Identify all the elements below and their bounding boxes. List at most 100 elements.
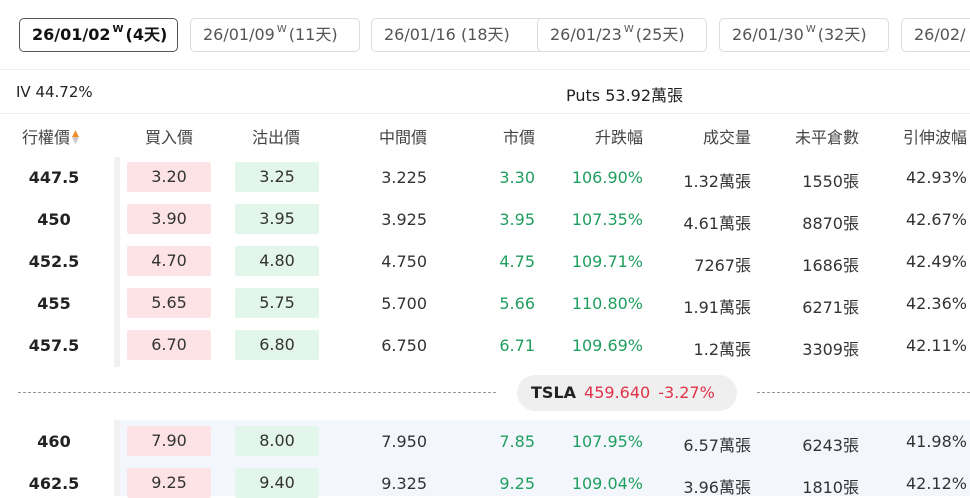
cell-open-interest: 6271張 xyxy=(802,298,859,317)
cell-bid[interactable]: 4.70 xyxy=(127,246,211,276)
cell-market: 6.71 xyxy=(499,336,535,355)
cell-ask[interactable]: 5.75 xyxy=(235,288,319,318)
column-strike-label: 行權價 xyxy=(22,128,71,147)
underlying-divider-right xyxy=(757,392,970,393)
cell-implied-vol: 42.93% xyxy=(905,168,967,187)
cell-implied-vol: 42.11% xyxy=(905,336,967,355)
cell-mid: 3.225 xyxy=(381,168,427,187)
expiry-tab-1[interactable]: 26/01/09 W (11天) xyxy=(190,18,360,52)
cell-strike: 460 xyxy=(37,432,71,451)
cell-mid: 5.700 xyxy=(381,294,427,313)
cell-strike: 462.5 xyxy=(28,474,80,493)
cell-bid[interactable]: 3.90 xyxy=(127,204,211,234)
column-header-ask: 沽出價 xyxy=(252,128,301,147)
cell-mid: 4.750 xyxy=(381,252,427,271)
expiry-tab-date: 26/02/ xyxy=(914,25,966,44)
cell-market: 9.25 xyxy=(499,474,535,493)
cell-change: 109.04% xyxy=(571,474,643,493)
strike-divider-bar xyxy=(114,420,120,496)
cell-change: 107.35% xyxy=(571,210,643,229)
expiry-tab-days: (11天) xyxy=(288,25,338,44)
cell-ask[interactable]: 4.80 xyxy=(235,246,319,276)
weekly-mark: W xyxy=(805,24,816,35)
summary-divider xyxy=(0,113,970,114)
expiry-tab-date: 26/01/23 xyxy=(550,25,622,44)
strike-divider-bar xyxy=(114,157,120,367)
expiry-tab-days: (32天) xyxy=(817,25,867,44)
cell-bid[interactable]: 6.70 xyxy=(127,330,211,360)
cell-bid[interactable]: 3.20 xyxy=(127,162,211,192)
cell-volume: 1.32萬張 xyxy=(683,172,751,191)
expiry-tab-date: 26/01/09 xyxy=(203,25,275,44)
expiry-tab-5[interactable]: 26/02/ xyxy=(901,18,970,52)
summary-puts: Puts 53.92萬張 xyxy=(566,86,684,105)
cell-ask[interactable]: 3.95 xyxy=(235,204,319,234)
cell-open-interest: 6243張 xyxy=(802,436,859,455)
cell-bid[interactable]: 9.25 xyxy=(127,468,211,498)
column-header-volume: 成交量 xyxy=(702,128,751,147)
cell-volume: 3.96萬張 xyxy=(683,478,751,497)
underlying-symbol: TSLA xyxy=(531,383,577,402)
underlying-price-pill[interactable]: TSLA 459.640 -3.27% xyxy=(517,375,737,411)
weekly-mark: W xyxy=(276,24,287,35)
cell-implied-vol: 42.36% xyxy=(905,294,967,313)
cell-open-interest: 1686張 xyxy=(802,256,859,275)
cell-market: 5.66 xyxy=(499,294,535,313)
tabs-divider xyxy=(0,69,970,70)
cell-open-interest: 8870張 xyxy=(802,214,859,233)
expiry-tab-date: 26/01/02 xyxy=(32,25,111,44)
cell-market: 3.30 xyxy=(499,168,535,187)
cell-mid: 3.925 xyxy=(381,210,427,229)
underlying-change: -3.27% xyxy=(658,383,715,402)
cell-volume: 1.91萬張 xyxy=(683,298,751,317)
expiry-tab-days: (4天) xyxy=(125,25,168,44)
expiry-tab-4[interactable]: 26/01/30 W (32天) xyxy=(719,18,889,52)
cell-implied-vol: 42.49% xyxy=(905,252,967,271)
weekly-mark: W xyxy=(623,24,634,35)
cell-market: 7.85 xyxy=(499,432,535,451)
column-header-mid: 中間價 xyxy=(378,128,427,147)
cell-strike: 452.5 xyxy=(28,252,80,271)
sort-updown-icon[interactable]: ▲ ▼ xyxy=(72,128,79,146)
expiry-tab-days: (25天) xyxy=(635,25,685,44)
cell-mid: 7.950 xyxy=(381,432,427,451)
weekly-mark: W xyxy=(112,24,124,35)
summary-iv: IV 44.72% xyxy=(16,83,93,101)
cell-volume: 6.57萬張 xyxy=(683,436,751,455)
cell-implied-vol: 41.98% xyxy=(905,432,967,451)
cell-mid: 9.325 xyxy=(381,474,427,493)
cell-ask[interactable]: 8.00 xyxy=(235,426,319,456)
expiry-tab-3[interactable]: 26/01/23 W (25天) xyxy=(537,18,707,52)
cell-strike: 455 xyxy=(37,294,71,313)
expiry-tab-date: 26/01/16 xyxy=(384,25,456,44)
column-header-implied-vol: 引伸波幅 xyxy=(902,128,967,147)
column-header-bid: 買入價 xyxy=(145,128,194,147)
cell-change: 109.71% xyxy=(571,252,643,271)
cell-implied-vol: 42.12% xyxy=(905,474,967,493)
expiry-tab-2[interactable]: 26/01/16 (18天) xyxy=(371,18,544,52)
cell-strike: 447.5 xyxy=(28,168,80,187)
cell-change: 110.80% xyxy=(571,294,643,313)
cell-open-interest: 3309張 xyxy=(802,340,859,359)
cell-bid[interactable]: 5.65 xyxy=(127,288,211,318)
cell-volume: 1.2萬張 xyxy=(693,340,751,359)
expiry-tab-0[interactable]: 26/01/02 W (4天) xyxy=(19,18,178,52)
cell-bid[interactable]: 7.90 xyxy=(127,426,211,456)
cell-change: 106.90% xyxy=(571,168,643,187)
cell-strike: 457.5 xyxy=(28,336,80,355)
column-header-change: 升跌幅 xyxy=(594,128,643,147)
cell-change: 107.95% xyxy=(571,432,643,451)
expiry-tab-date: 26/01/30 xyxy=(732,25,804,44)
expiry-tab-days: (18天) xyxy=(460,25,510,44)
cell-strike: 450 xyxy=(37,210,71,229)
cell-ask[interactable]: 6.80 xyxy=(235,330,319,360)
cell-ask[interactable]: 9.40 xyxy=(235,468,319,498)
cell-open-interest: 1810張 xyxy=(802,478,859,497)
cell-ask[interactable]: 3.25 xyxy=(235,162,319,192)
column-header-strike[interactable]: 行權價 ▲ ▼ xyxy=(22,124,79,148)
cell-open-interest: 1550張 xyxy=(802,172,859,191)
cell-change: 109.69% xyxy=(571,336,643,355)
cell-market: 4.75 xyxy=(499,252,535,271)
underlying-divider-left xyxy=(18,392,496,393)
cell-volume: 7267張 xyxy=(694,256,751,275)
